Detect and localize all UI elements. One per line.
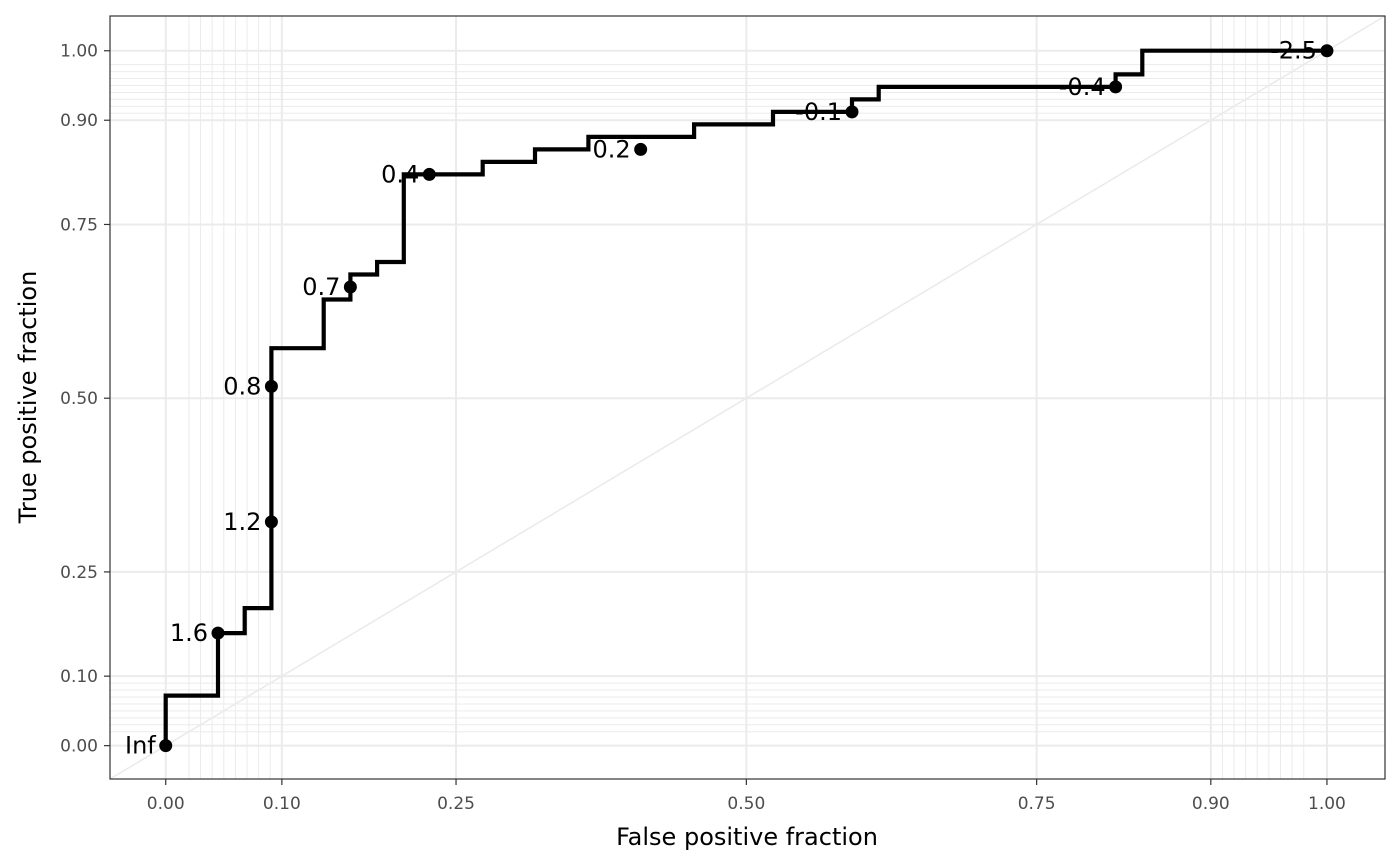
cutpoint-marker (159, 739, 173, 753)
x-tick-label: 0.10 (263, 794, 301, 814)
x-tick-label: 0.90 (1192, 794, 1230, 814)
y-tick-label: 0.00 (60, 737, 98, 757)
x-tick-label: 0.25 (437, 794, 475, 814)
roc-curve (163, 48, 1327, 746)
cutpoint-marker (634, 142, 648, 156)
cutpoint-label: 1.2 (223, 508, 261, 536)
cutpoint-marker (264, 379, 278, 393)
cutpoint-label: 0.7 (302, 273, 340, 301)
reference-diagonal (109, 15, 1386, 780)
y-axis-ticks: 0.00 0.10 0.25 0.50 0.75 0.90 1.00 (60, 42, 110, 757)
y-axis-title: True positive fraction (14, 271, 42, 525)
cutpoint-label: -0.1 (795, 98, 842, 126)
cutpoint-label: Inf (125, 732, 156, 760)
cutpoint-marker (211, 626, 225, 640)
y-tick-label: 1.00 (60, 42, 98, 62)
x-axis-ticks: 0.00 0.10 0.25 0.50 0.75 0.90 1.00 (147, 779, 1346, 814)
y-tick-label: 0.10 (60, 667, 98, 687)
x-tick-label: 0.75 (1018, 794, 1056, 814)
cutpoint-label: 1.6 (170, 619, 208, 647)
x-tick-label: 1.00 (1308, 794, 1346, 814)
y-tick-label: 0.25 (60, 563, 98, 583)
cutpoint-labels: Inf 1.6 1.2 0.8 0.7 0.4 0.2 -0.1 -0.4 -2.5 (125, 37, 1317, 760)
y-tick-label: 0.75 (60, 215, 98, 235)
cutpoint-label: 0.8 (223, 372, 261, 400)
plot-border (109, 15, 1386, 780)
cutpoint-marker (264, 515, 278, 529)
cutpoint-label: 0.2 (592, 135, 630, 163)
y-tick-label: 0.90 (60, 111, 98, 131)
x-axis-title: False positive fraction (616, 823, 878, 851)
cutpoint-marker (1109, 80, 1123, 94)
major-grid (110, 16, 1385, 779)
x-tick-label: 0.50 (727, 794, 765, 814)
cutpoint-label: 0.4 (381, 160, 419, 188)
cutpoint-marker (845, 105, 859, 119)
cutpoint-markers (159, 44, 1334, 753)
cutpoint-marker (422, 167, 436, 181)
cutpoint-marker (343, 280, 357, 294)
cutpoint-label: -0.4 (1059, 73, 1106, 101)
x-tick-label: 0.00 (147, 794, 185, 814)
cutpoint-marker (1320, 44, 1334, 58)
y-tick-label: 0.50 (60, 389, 98, 409)
cutpoint-label: -2.5 (1270, 37, 1317, 65)
